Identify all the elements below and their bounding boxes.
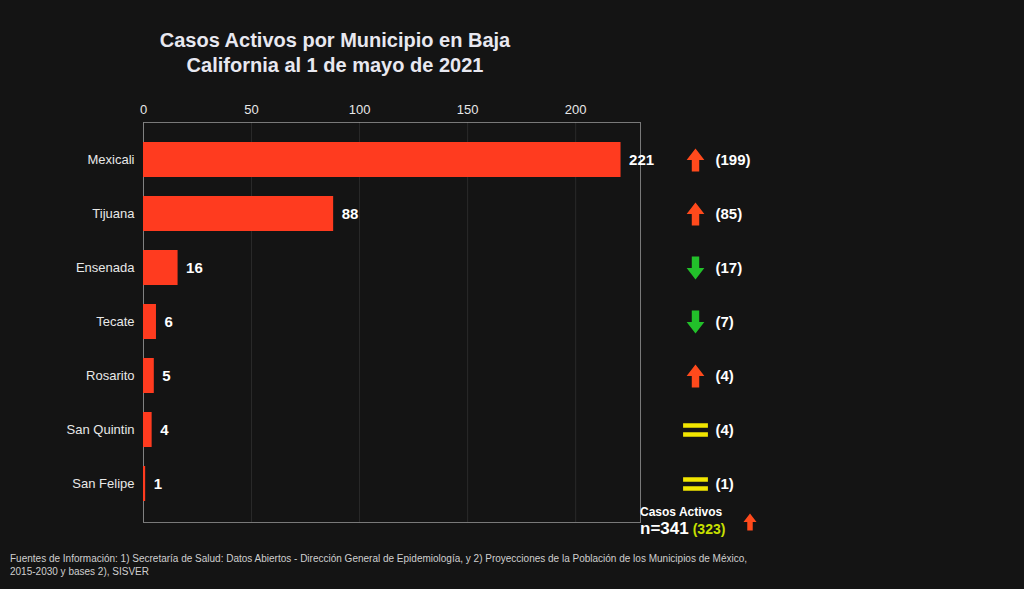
svg-text:6: 6 [164,313,172,330]
svg-text:(199): (199) [716,151,751,168]
svg-text:Tecate: Tecate [96,314,134,329]
html-text:Fuentes de Información: 1) Sec: Fuentes de Información: 1) Secretaría de… [10,553,748,577]
svg-text:(4): (4) [716,421,734,438]
svg-text:4: 4 [160,421,169,438]
html-text:Casos Activos: Casos Activos [640,505,723,519]
html-text:Casos Activos por Municipio en: Casos Activos por Municipio en Baja Cali… [159,29,511,76]
svg-text:16: 16 [186,259,203,276]
svg-text:(85): (85) [716,205,743,222]
svg-text:200: 200 [565,102,587,117]
html-text:n=341 (323): n=341 (323) [640,519,726,538]
svg-text:Ensenada: Ensenada [76,260,135,275]
svg-text:(1): (1) [716,475,734,492]
svg-text:0: 0 [140,102,147,117]
svg-text:1: 1 [154,475,162,492]
svg-text:150: 150 [457,102,479,117]
svg-text:San Felipe: San Felipe [72,476,134,491]
svg-text:(4): (4) [716,367,734,384]
svg-text:Tijuana: Tijuana [92,206,135,221]
svg-text:(17): (17) [716,259,743,276]
svg-text:88: 88 [342,205,359,222]
svg-text:(7): (7) [716,313,734,330]
svg-text:221: 221 [629,151,654,168]
svg-text:50: 50 [244,102,258,117]
svg-text:Mexicali: Mexicali [88,152,135,167]
svg-text:100: 100 [349,102,371,117]
svg-text:5: 5 [162,367,170,384]
svg-text:Rosarito: Rosarito [86,368,134,383]
svg-text:San Quintin: San Quintin [67,422,135,437]
